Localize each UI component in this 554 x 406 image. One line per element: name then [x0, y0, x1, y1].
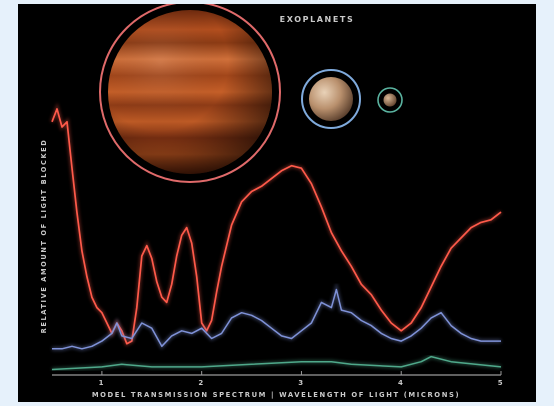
small-planet-icon: [378, 88, 402, 112]
chart-title: EXOPLANETS: [280, 15, 355, 24]
large-planet-series-line: [52, 109, 501, 344]
medium-planet-series-line-glow: [52, 290, 501, 349]
chart-frame: EXOPLANETS 1 2 3 4 5 MODEL TRANSMISSION SPEC…: [18, 4, 536, 402]
x-tick-label: 4: [398, 379, 404, 387]
x-ticks: 1 2 3 4 5: [99, 371, 505, 387]
medium-planet-icon: [302, 70, 360, 128]
x-tick-label: 2: [198, 379, 204, 387]
medium-planet-series-line: [52, 290, 501, 349]
y-axis-label: RELATIVE AMOUNT OF LIGHT BLOCKED: [40, 139, 48, 334]
chart: EXOPLANETS 1 2 3 4 5 MODEL TRANSMISSION SPEC…: [18, 4, 536, 402]
large-planet-series-line-glow: [52, 109, 501, 344]
x-tick-label: 1: [99, 379, 105, 387]
exoplanet-illustrations: [100, 4, 402, 182]
x-tick-label: 5: [498, 379, 504, 387]
large-planet-icon: [100, 4, 280, 182]
x-tick-label: 3: [298, 379, 304, 387]
x-axis-label: MODEL TRANSMISSION SPECTRUM | WAVELENGTH…: [92, 391, 460, 400]
